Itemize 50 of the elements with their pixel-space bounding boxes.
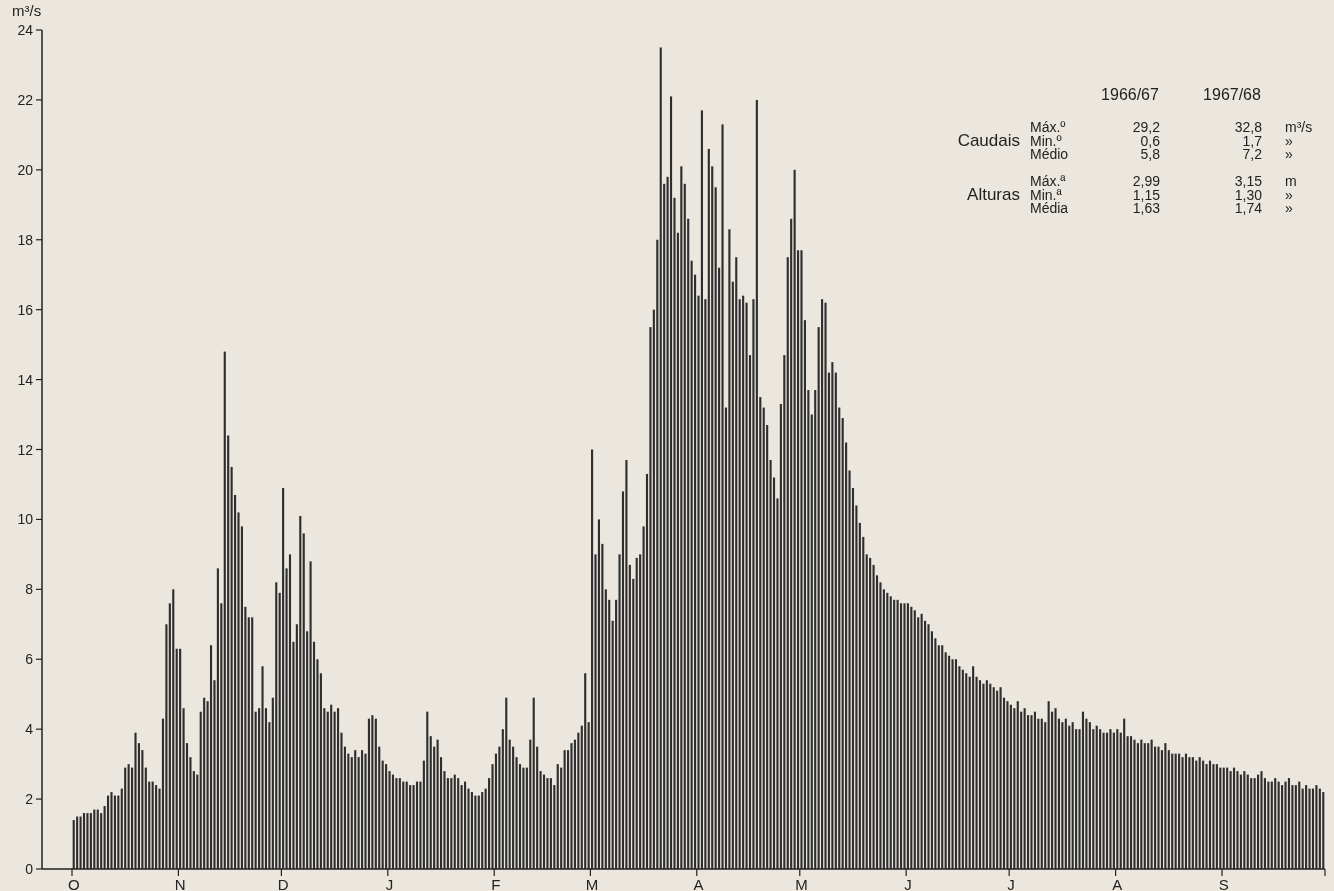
y-tick-label: 18 bbox=[17, 231, 34, 248]
annotation: 1,30 bbox=[1234, 186, 1263, 203]
x-tick-label: A bbox=[693, 876, 704, 891]
annotation: 29,2 bbox=[1132, 119, 1161, 135]
annotation: » bbox=[1285, 146, 1293, 162]
annotation: Min.º bbox=[1030, 132, 1062, 149]
x-tick-label: S bbox=[1218, 876, 1229, 891]
y-tick-label: 14 bbox=[17, 371, 34, 388]
y-tick-label: 2 bbox=[25, 791, 34, 808]
y-axis-title: m³/s bbox=[12, 2, 42, 19]
x-tick-label: N bbox=[174, 876, 186, 891]
annotation: Caudais bbox=[957, 131, 1020, 150]
annotation: m³/s bbox=[1285, 119, 1313, 135]
y-tick-label: 0 bbox=[25, 861, 34, 877]
annotation: 3,15 bbox=[1234, 173, 1263, 189]
y-tick-label: 4 bbox=[25, 721, 34, 738]
y-tick-label: 20 bbox=[17, 161, 34, 178]
annotation: 1,74 bbox=[1234, 200, 1263, 216]
x-tick-label: M bbox=[795, 876, 808, 891]
x-tick-label: J bbox=[1007, 876, 1015, 891]
x-tick-label: D bbox=[277, 876, 289, 891]
x-tick-label: J bbox=[904, 876, 912, 891]
y-tick-label: 6 bbox=[25, 651, 34, 668]
annotation: 1967/68 bbox=[1203, 86, 1262, 103]
y-tick-label: 22 bbox=[17, 91, 34, 108]
y-tick-label: 8 bbox=[25, 581, 34, 598]
annotation: » bbox=[1285, 200, 1293, 216]
annotation: Máx.ª bbox=[1030, 173, 1067, 189]
y-tick-label: 24 bbox=[17, 22, 34, 38]
annotation: 1,15 bbox=[1132, 186, 1161, 203]
x-tick-label: F bbox=[491, 876, 501, 891]
x-tick-label: M bbox=[585, 876, 599, 891]
x-tick-label: J bbox=[385, 876, 394, 891]
x-tick-label: A bbox=[1112, 876, 1123, 891]
annotation: » bbox=[1285, 186, 1293, 203]
annotation: Alturas bbox=[967, 185, 1020, 204]
y-tick-label: 12 bbox=[17, 441, 34, 458]
annotation: Min.ª bbox=[1030, 186, 1063, 203]
annotation: m bbox=[1285, 173, 1297, 189]
y-tick-label: 10 bbox=[17, 511, 34, 528]
x-tick-label: O bbox=[67, 876, 80, 891]
annotation: 1966/67 bbox=[1101, 86, 1160, 103]
y-tick-label: 16 bbox=[17, 301, 34, 318]
annotation: 32,8 bbox=[1234, 119, 1263, 135]
annotation: Médio bbox=[1030, 146, 1069, 162]
annotation: Máx.º bbox=[1030, 119, 1066, 135]
annotation: » bbox=[1285, 132, 1293, 149]
annotation: Média bbox=[1030, 200, 1069, 216]
annotation: 2,99 bbox=[1132, 173, 1161, 189]
annotation: 1,63 bbox=[1132, 200, 1161, 216]
